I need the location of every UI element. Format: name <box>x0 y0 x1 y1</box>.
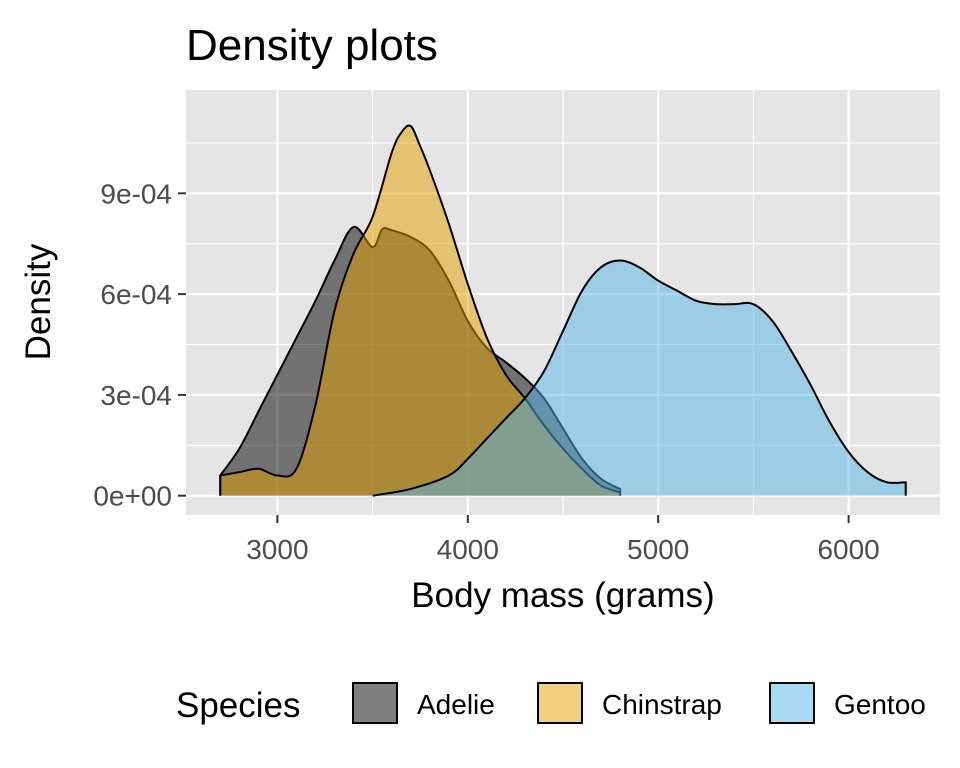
density-areas <box>219 124 907 497</box>
y-axis: 0e+00 3e-04 6e-04 9e-04 <box>93 178 186 512</box>
legend-key-adelie <box>352 682 398 724</box>
y-axis-title: Density <box>19 243 58 360</box>
chart-title: Density plots <box>186 21 438 70</box>
legend-label-adelie: Adelie <box>417 689 495 720</box>
x-axis-title: Body mass (grams) <box>411 576 714 615</box>
y-tick-label: 0e+00 <box>93 481 172 512</box>
legend-key-gentoo <box>769 682 815 724</box>
legend-title: Species <box>176 686 301 725</box>
x-axis: 3000 4000 5000 6000 <box>246 515 880 565</box>
x-tick-label: 3000 <box>246 534 308 565</box>
y-tick-label: 9e-04 <box>100 178 172 209</box>
x-tick-label: 6000 <box>817 534 879 565</box>
x-tick-label: 5000 <box>627 534 689 565</box>
legend-key-chinstrap <box>537 682 583 724</box>
y-tick-label: 6e-04 <box>100 279 172 310</box>
legend-label-gentoo: Gentoo <box>834 689 926 720</box>
x-tick-label: 4000 <box>437 534 499 565</box>
density-outline-gentoo <box>372 259 907 497</box>
legend: Species Adelie Chinstrap Gentoo <box>176 682 926 725</box>
legend-label-chinstrap: Chinstrap <box>602 689 722 720</box>
density-area-gentoo <box>372 260 906 496</box>
y-tick-label: 3e-04 <box>100 380 172 411</box>
